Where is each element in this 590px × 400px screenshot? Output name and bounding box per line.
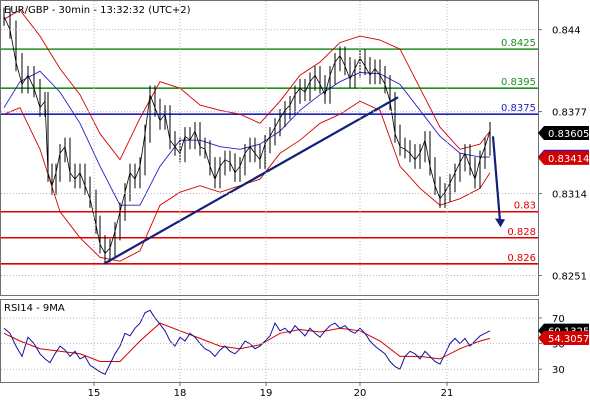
y-tick-label: 0.8377 xyxy=(552,108,587,119)
y-tick-label: 0.8314 xyxy=(552,190,587,201)
x-tick-label: 19 xyxy=(260,388,273,399)
bollinger-lower-line xyxy=(3,100,491,262)
forecast-arrow-head xyxy=(495,218,505,228)
price-badge-label: 0.83414 xyxy=(548,154,589,165)
forecast-arrow-shaft xyxy=(491,136,502,222)
rsi-panel-frame xyxy=(0,299,539,383)
level-label: 0.8425 xyxy=(501,38,536,49)
rsi-tick-label: 70 xyxy=(552,314,565,325)
price-badge-bg xyxy=(538,126,589,141)
rsi-title: RSI14 - 9MA xyxy=(4,303,65,314)
rsi-ma-line xyxy=(3,322,491,362)
price-badge-label: 0.83605 xyxy=(548,129,589,140)
level-label: 0.8395 xyxy=(501,77,536,88)
x-tick-label: 18 xyxy=(174,388,187,399)
x-tick-label: 20 xyxy=(354,388,367,399)
price-plot: 0.8425 0.8395 0.8375 0.83 0.828 0.826 xyxy=(1,7,538,265)
y-tick-label: 0.844 xyxy=(552,26,581,37)
price-close-line xyxy=(3,16,491,255)
level-label: 0.83 xyxy=(514,201,536,212)
price-badge-bg xyxy=(538,150,589,165)
bollinger-upper-line xyxy=(3,9,491,161)
level-label: 0.826 xyxy=(507,253,536,264)
rsi-badge-bg xyxy=(538,331,589,346)
y-tick-label: 0.8251 xyxy=(552,271,587,282)
level-label: 0.8375 xyxy=(501,103,536,114)
rsi-badge-label: 54.3057 xyxy=(548,334,589,345)
rsi-tick-label: 50 xyxy=(552,340,565,351)
trendline xyxy=(103,96,399,265)
rsi-tick-label: 30 xyxy=(552,365,565,376)
x-tick-label: 15 xyxy=(88,388,101,399)
chart-title: EUR/GBP - 30min - 13:32:32 (UTC+2) xyxy=(4,5,191,16)
level-label: 0.828 xyxy=(507,227,536,238)
x-tick-label: 21 xyxy=(441,388,454,399)
